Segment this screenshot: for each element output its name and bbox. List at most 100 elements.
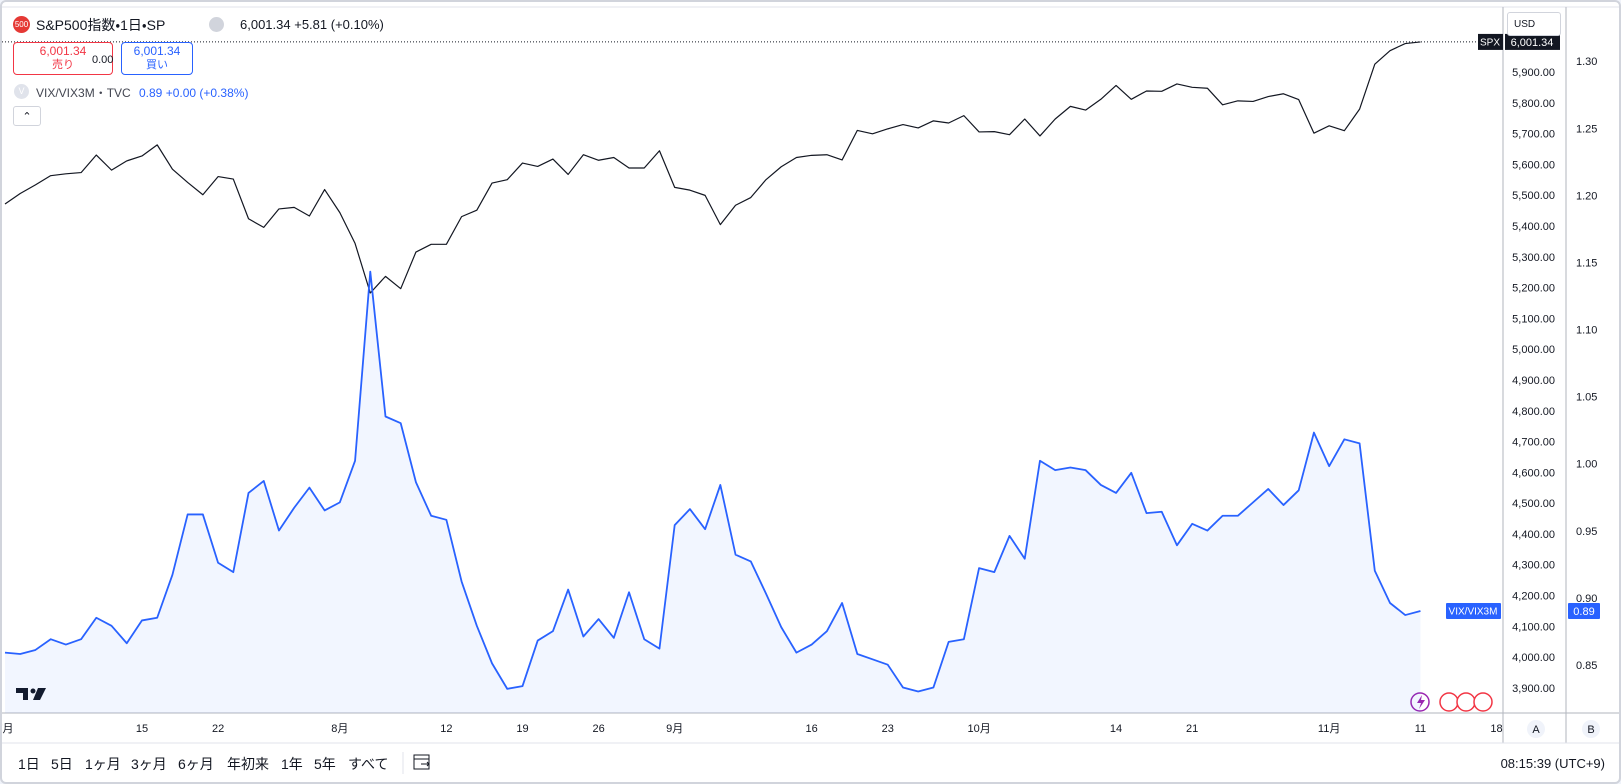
y-tick-label: 4,900.00 xyxy=(1512,375,1555,387)
last-price: 6,001.34 xyxy=(240,17,291,32)
y-tick-label: 4,800.00 xyxy=(1512,406,1555,418)
x-tick-label: 26 xyxy=(592,723,604,735)
x-tick-label: 7月 xyxy=(2,723,14,735)
currency-select[interactable]: USD xyxy=(1507,12,1561,36)
scale-label: A xyxy=(1532,724,1540,736)
y2-tick-label: 1.25 xyxy=(1576,123,1597,135)
series-tag-label: VIX/VIX3M xyxy=(1449,607,1498,618)
y2-tick-label: 1.20 xyxy=(1576,190,1597,202)
y-tick-label: 5,700.00 xyxy=(1512,129,1555,141)
y-tick-label: 5,800.00 xyxy=(1512,98,1555,110)
scale-label: B xyxy=(1587,724,1594,736)
range-button[interactable]: 6ヶ月 xyxy=(178,756,214,772)
change: +5.81 xyxy=(294,17,328,32)
y-tick-label: 5,600.00 xyxy=(1512,159,1555,171)
logo-part xyxy=(33,688,46,700)
buy-button[interactable]: 6,001.34 買い xyxy=(121,42,193,75)
study-change-pct: (+0.38%) xyxy=(199,86,249,100)
scale-button[interactable] xyxy=(1582,720,1600,738)
economic-event[interactable] xyxy=(1473,692,1493,712)
calendar-frame xyxy=(413,754,430,770)
range-button[interactable]: 1日 xyxy=(18,756,40,772)
y-tick-label: 4,500.00 xyxy=(1512,498,1555,510)
spread: 0.00 xyxy=(92,54,114,66)
sell-price: 6,001.34 xyxy=(39,44,87,58)
y-tick-label: 5,500.00 xyxy=(1512,190,1555,202)
symbol-logo: 500 xyxy=(13,16,30,33)
y-tick-label: 5,000.00 xyxy=(1512,344,1555,356)
x-tick-label: 21 xyxy=(1186,723,1198,735)
x-tick-label: 11 xyxy=(1415,723,1426,735)
y-tick-label: 5,200.00 xyxy=(1512,283,1555,295)
last-value-label: 6,001.34 xyxy=(1511,37,1554,49)
y-tick-label: 4,600.00 xyxy=(1512,467,1555,479)
last-value-tag xyxy=(1568,603,1600,620)
economic-event[interactable] xyxy=(1456,692,1476,712)
series-area xyxy=(5,271,1421,713)
calendar-icon[interactable] xyxy=(413,754,430,770)
range-button[interactable]: 5日 xyxy=(51,756,73,772)
study-quote: 0.89 +0.00 (+0.38%) xyxy=(139,85,248,101)
scale-button[interactable] xyxy=(1527,720,1545,738)
collapse-button[interactable]: ⌃ xyxy=(13,106,41,126)
currency: USD xyxy=(1514,19,1536,30)
y-tick-label: 5,400.00 xyxy=(1512,221,1555,233)
y-tick-label: 5,300.00 xyxy=(1512,252,1555,264)
sell-button[interactable]: 6,001.34 売り xyxy=(13,42,113,75)
y-tick-label: 4,300.00 xyxy=(1512,560,1555,572)
y-tick-label: 3,900.00 xyxy=(1512,683,1555,695)
x-tick-label: 8月 xyxy=(331,723,348,735)
y2-tick-label: 0.90 xyxy=(1576,593,1597,605)
x-tick-label: 12 xyxy=(440,723,452,735)
status-icon[interactable] xyxy=(209,17,224,32)
x-tick-label: 9月 xyxy=(666,723,683,735)
range-button[interactable]: 5年 xyxy=(314,756,336,772)
range-button[interactable]: 年初来 xyxy=(227,756,269,772)
y-tick-label: 4,200.00 xyxy=(1512,591,1555,603)
series-line xyxy=(4,270,1421,693)
event-icon-glyph xyxy=(1417,695,1425,709)
range-button[interactable]: 1ヶ月 xyxy=(85,756,121,772)
y2-tick-label: 1.15 xyxy=(1576,257,1597,269)
range-button[interactable]: 1年 xyxy=(281,756,303,772)
x-tick-label: 14 xyxy=(1110,723,1122,735)
x-tick-label: 23 xyxy=(882,723,894,735)
quote-line: 6,001.34 +5.81 (+0.10%) xyxy=(240,17,384,33)
study-icon: V xyxy=(14,84,29,99)
sell-label: 売り xyxy=(52,59,74,71)
x-tick-label: 15 xyxy=(136,723,148,735)
clock: 08:15:39 (UTC+9) xyxy=(1500,756,1605,771)
tv-logo xyxy=(16,688,46,700)
y-tick-label: 4,700.00 xyxy=(1512,437,1555,449)
x-tick-label: 11月 xyxy=(1318,723,1340,735)
x-tick-label: 18 xyxy=(1490,723,1502,735)
series-tag-label: SPX xyxy=(1480,38,1500,49)
buy-price: 6,001.34 xyxy=(133,44,181,58)
y-tick-label: 4,000.00 xyxy=(1512,652,1555,664)
x-tick-label: 22 xyxy=(212,723,224,735)
x-tick-label: 16 xyxy=(806,723,818,735)
y2-tick-label: 1.10 xyxy=(1576,325,1597,337)
y2-tick-label: 1.05 xyxy=(1576,392,1597,404)
logo-part xyxy=(30,688,36,694)
range-button[interactable]: 3ヶ月 xyxy=(131,756,167,772)
series-tag xyxy=(1478,33,1503,50)
y2-tick-label: 1.30 xyxy=(1576,56,1597,68)
change-pct: (+0.10%) xyxy=(330,17,384,32)
y-tick-label: 4,400.00 xyxy=(1512,529,1555,541)
calendar-arrow xyxy=(421,761,430,767)
series-tag xyxy=(1446,603,1501,620)
economic-event[interactable] xyxy=(1439,692,1459,712)
symbol-title[interactable]: S&P500指数・1日・SP xyxy=(36,17,166,33)
y-tick-label: 5,900.00 xyxy=(1512,67,1555,79)
study-title[interactable]: VIX/VIX3M・TVC xyxy=(36,86,131,100)
series-line xyxy=(4,41,1421,294)
buy-label: 買い xyxy=(146,59,168,71)
study-change: +0.00 xyxy=(165,86,197,100)
x-tick-label: 10月 xyxy=(967,723,990,735)
range-button[interactable]: すべて xyxy=(348,756,389,772)
y2-tick-label: 0.85 xyxy=(1576,660,1597,672)
